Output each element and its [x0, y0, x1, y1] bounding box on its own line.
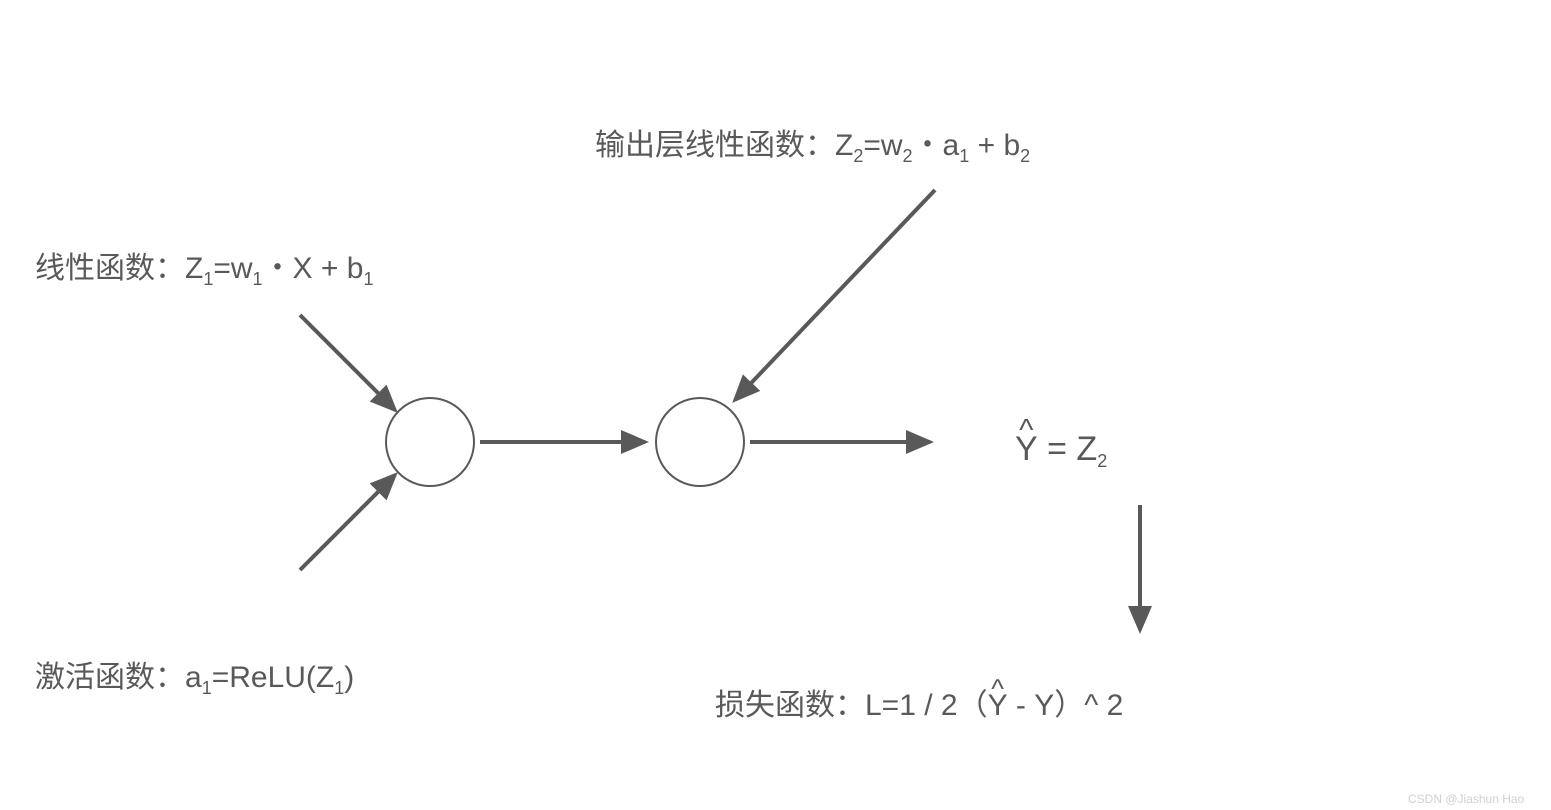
arrow: [300, 315, 395, 410]
arrow: [300, 475, 395, 570]
yhat-label: Y = Z2: [1015, 430, 1107, 472]
loss-function-label: 损失函数：L=1 / 2（Y - Y）^ 2: [715, 680, 1123, 724]
output-function-label: 输出层线性函数：Z2=w2・a1 + b2: [595, 120, 1030, 167]
activation-function-label: 激活函数：a1=ReLU(Z1): [35, 652, 354, 699]
node-circle: [386, 398, 474, 486]
arrow: [735, 190, 935, 400]
node-circle: [656, 398, 744, 486]
watermark: CSDN @Jiashun Hao: [1408, 792, 1524, 806]
linear-function-label: 线性函数：Z1=w1・X + b1: [35, 243, 373, 290]
